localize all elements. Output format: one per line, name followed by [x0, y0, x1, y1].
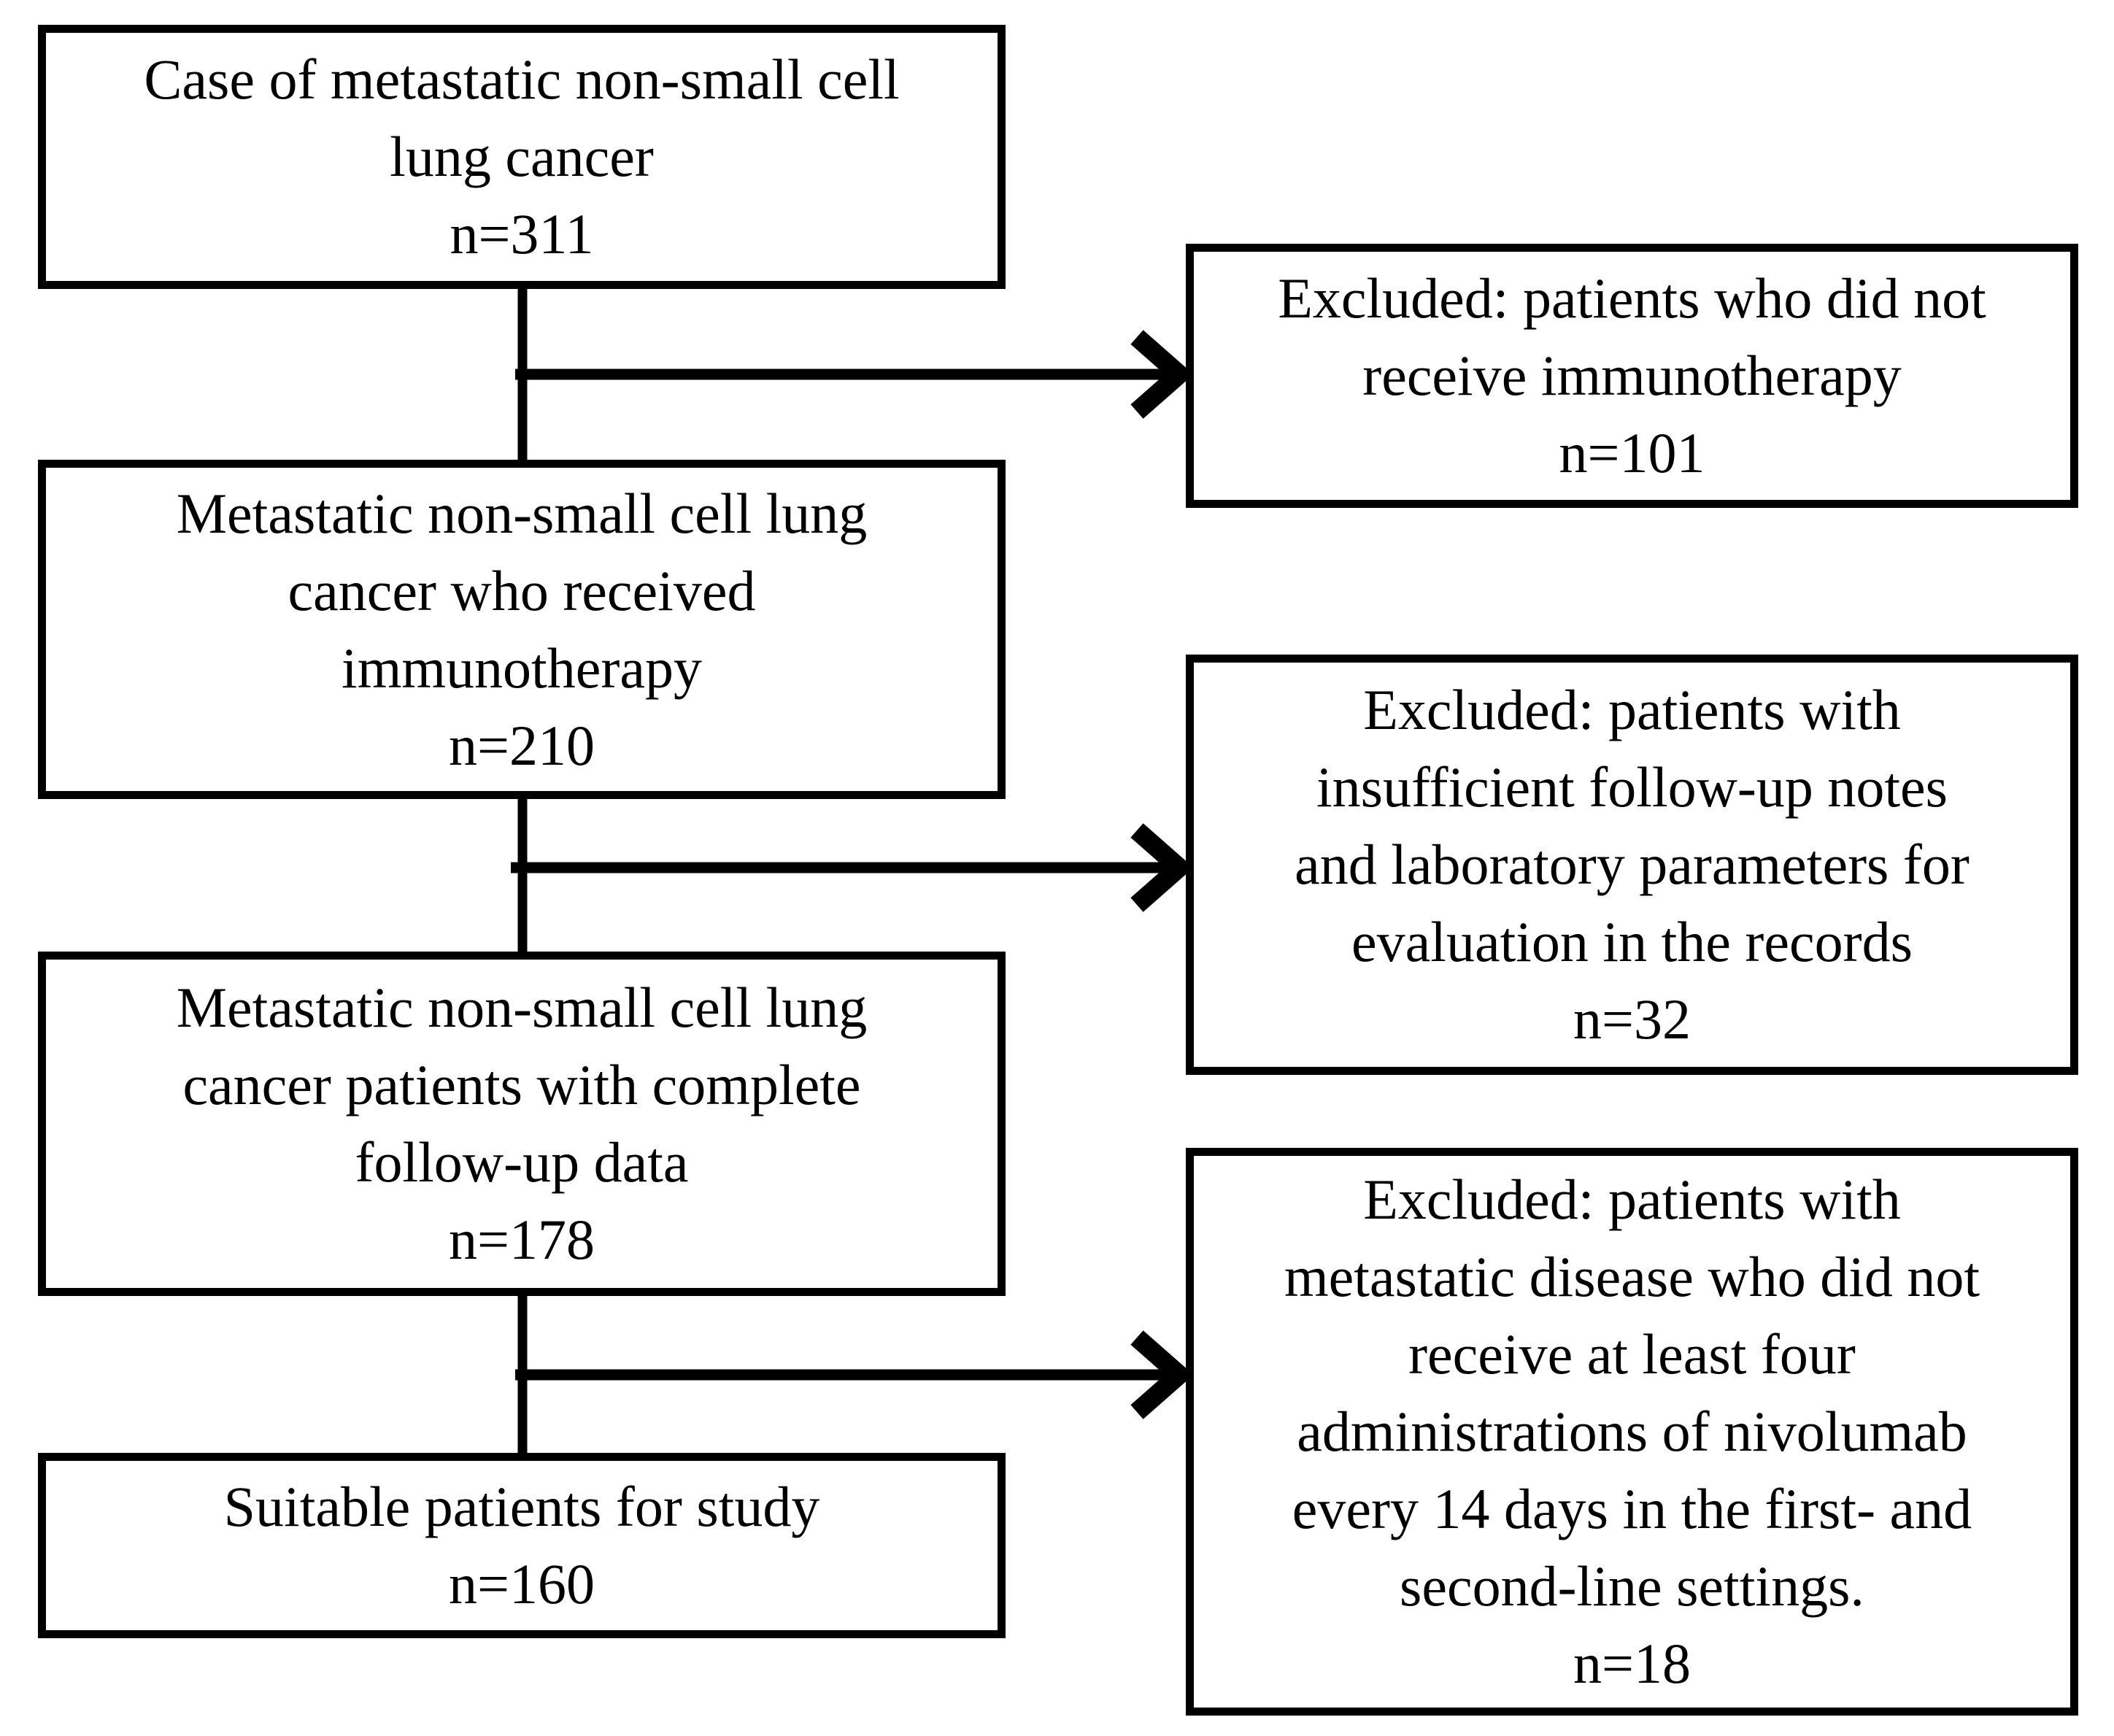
exclusion-box-insufficient-administrations-text: Excluded: patients with metastatic disea… [1284, 1168, 1980, 1695]
arrow-to-exclusion-3-head [1130, 1330, 1194, 1419]
exclusion-box-no-immunotherapy-text: Excluded: patients who did not receive i… [1278, 266, 1986, 485]
exclusion-box-insufficient-followup: Excluded: patients with insufficient fol… [1186, 655, 2078, 1075]
flow-box-complete-followup-text: Metastatic non-small cell lung cancer pa… [176, 976, 868, 1271]
exclusion-box-insufficient-administrations: Excluded: patients with metastatic disea… [1186, 1148, 2078, 1716]
flow-box-received-immunotherapy: Metastatic non-small cell lung cancer wh… [38, 460, 1006, 799]
arrow-to-exclusion-2-head [1130, 823, 1194, 912]
arrow-to-exclusion-1-head [1130, 330, 1194, 419]
flow-box-complete-followup: Metastatic non-small cell lung cancer pa… [38, 952, 1006, 1296]
flow-box-suitable-patients: Suitable patients for study n=160 [38, 1453, 1006, 1638]
flow-box-cases-text: Case of metastatic non-small cell lung c… [144, 47, 900, 266]
flow-box-received-immunotherapy-text: Metastatic non-small cell lung cancer wh… [176, 481, 868, 777]
flow-box-cases: Case of metastatic non-small cell lung c… [38, 25, 1006, 289]
exclusion-box-insufficient-followup-text: Excluded: patients with insufficient fol… [1295, 678, 1970, 1051]
exclusion-box-no-immunotherapy: Excluded: patients who did not receive i… [1186, 244, 2078, 508]
flow-box-suitable-patients-text: Suitable patients for study n=160 [223, 1475, 820, 1616]
